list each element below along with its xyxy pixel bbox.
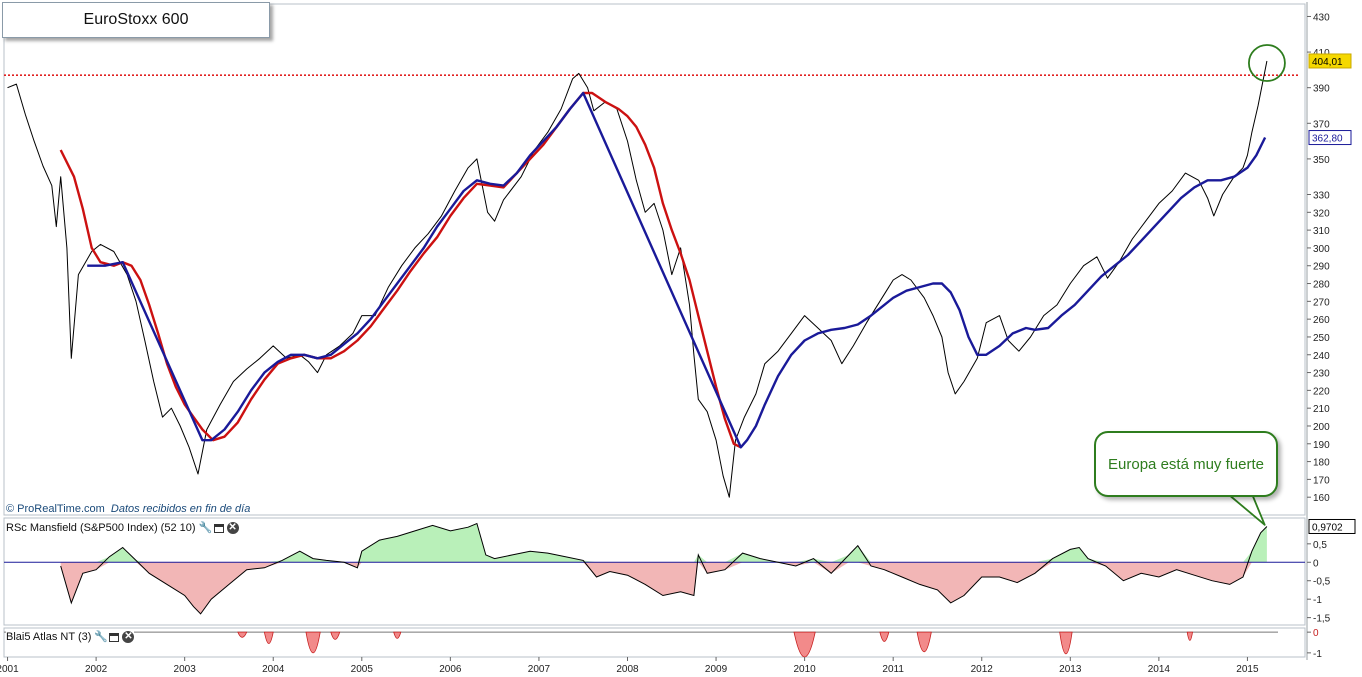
rs-panel-label: RSc Mansfield (S&P500 Index) (52 10) [6,522,196,534]
y-tick-label: 170 [1313,475,1330,486]
window-icon[interactable] [213,523,224,533]
callout-text: Europa está muy fuerte [1108,455,1264,473]
atlas-dip-area [916,631,932,653]
wrench-icon[interactable]: 🔧 [198,522,213,534]
atlas-dip-area [393,631,402,639]
y-tick-label: 240 [1313,351,1330,362]
y-tick-label: 330 [1313,191,1330,202]
window-icon[interactable] [109,632,120,642]
x-tick-label: 2008 [616,664,639,675]
x-tick-label: 2014 [1148,664,1171,675]
rs-y-tick-label: 0 [1313,558,1319,569]
atlas-dip-area [305,631,321,654]
y-tick-label: 290 [1313,262,1330,273]
atlas-panel-label: Blai5 Atlas NT (3) [6,631,92,643]
wrench-icon[interactable]: 🔧 [94,631,109,643]
rs-y-tick-label: -0,5 [1313,577,1331,588]
y-tick-label: 370 [1313,119,1330,130]
main-panel-frame [3,3,1306,516]
x-tick-label: 2015 [1236,664,1259,675]
rs-positive-area [60,523,1267,563]
atlas-dip-area [237,631,248,638]
x-tick-label: 2004 [262,664,285,675]
chart-title: EuroStoxx 600 [2,2,270,38]
y-tick-label: 190 [1313,440,1330,451]
y-tick-label: 180 [1313,458,1330,469]
close-icon[interactable]: ✕ [226,522,239,534]
x-tick-label: 2005 [351,664,374,675]
y-tick-label: 310 [1313,226,1330,237]
x-tick-label: 2002 [85,664,108,675]
last-price-badge [1308,53,1352,69]
y-tick-label: 350 [1313,155,1330,166]
x-tick-label: 2003 [174,664,197,675]
last-ma-badge [1308,130,1352,146]
y-tick-label: 280 [1313,280,1330,291]
highlight-circle [1248,44,1286,82]
y-tick-label: 160 [1313,493,1330,504]
annotation-callout: Europa está muy fuerte [1094,431,1278,497]
y-tick-label: 430 [1313,12,1330,23]
series-price-line [7,60,1268,498]
atlas-panel-header: Blai5 Atlas NT (3) 🔧 ✕ [6,629,135,645]
y-tick-label: 220 [1313,386,1330,397]
rs-last-value-label: 0,9702 [1312,522,1343,533]
rs-line [60,522,1268,615]
data-credit: © ProRealTime.com Datos recibidos en fin… [6,503,250,515]
rs-y-tick-label: -1,5 [1313,614,1331,625]
y-tick-label: 260 [1313,315,1330,326]
last-price-label: 404,01 [1312,57,1343,68]
y-tick-label: 300 [1313,244,1330,255]
x-tick-label: 2006 [439,664,462,675]
rs-negative-area [60,562,1267,614]
atlas-dip-area [263,631,274,644]
x-tick-label: 2011 [882,664,904,675]
atlas-panel-frame [3,627,1306,658]
x-tick-label: 2009 [705,664,728,675]
x-tick-label: 2013 [1059,664,1082,675]
y-tick-label: 320 [1313,208,1330,219]
atlas-y-tick-label: 0 [1313,628,1319,639]
rs-y-tick-label: -1 [1313,595,1322,606]
rs-panel-header: RSc Mansfield (S&P500 Index) (52 10) 🔧 ✕ [6,520,239,536]
series-ma_red-line [59,91,742,449]
x-tick-label: 2001 [0,664,19,675]
x-tick-label: 2007 [528,664,551,675]
y-tick-label: 230 [1313,369,1330,380]
atlas-y-tick-label: -1 [1313,649,1322,660]
close-icon[interactable]: ✕ [122,631,135,643]
atlas-dip-area [1059,631,1073,655]
atlas-dip-area [879,631,890,642]
y-tick-label: 200 [1313,422,1330,433]
last-ma-label: 362,80 [1312,134,1343,145]
x-tick-label: 2010 [793,664,816,675]
credit-source: © ProRealTime.com [6,503,105,515]
rs-y-tick-label: 0,5 [1313,540,1327,551]
series-ma_blue-line [87,91,1267,449]
x-tick-label: 2012 [971,664,994,675]
credit-note: Datos recibidos en fin de día [110,503,251,515]
y-tick-label: 390 [1313,84,1330,95]
atlas-dip-area [330,631,341,640]
y-tick-label: 250 [1313,333,1330,344]
y-tick-label: 210 [1313,404,1330,415]
rs-last-value-badge [1308,518,1356,534]
atlas-dip-area [1186,631,1193,641]
y-tick-label: 270 [1313,297,1330,308]
